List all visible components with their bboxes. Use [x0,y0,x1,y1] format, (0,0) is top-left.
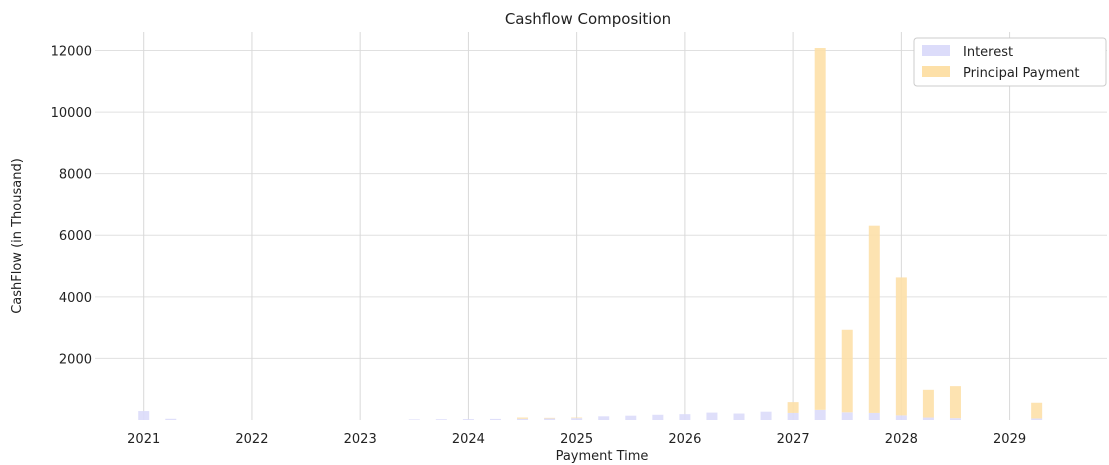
x-axis-ticks: 2021 2022 2023 2024 2025 2026 2027 2028 2029 [127,432,1026,447]
interest-bar [489,418,501,420]
principal-payment-bar [1031,402,1043,419]
x-tick-label: 2024 [452,432,485,447]
principal-payment-bar [787,402,799,413]
principal-payment-bar [868,225,880,413]
legend-label-principal-payment: Principal Payment [963,66,1079,81]
legend-swatch-interest [922,45,950,56]
interest-bar [408,419,420,420]
x-tick-label: 2021 [127,432,160,447]
principal-payment-bar [922,389,934,418]
y-axis-label: CashFlow (in Thousand) [10,158,25,314]
y-tick-label: 12000 [51,44,92,59]
legend: Interest Principal Payment [913,37,1107,87]
interest-bar [841,412,853,420]
interest-bar [787,412,799,420]
interest-bar [165,418,177,420]
interest-bar [814,409,826,420]
interest-bar [733,413,745,420]
principal-payment-bar [571,417,583,419]
interest-bar [1031,418,1043,420]
y-tick-label: 6000 [59,229,92,244]
interest-bar [435,419,447,420]
principal-payment-bar [517,417,529,419]
interest-bar [949,418,961,420]
interest-bar [679,414,691,420]
x-tick-label: 2026 [668,432,701,447]
interest-bar [571,418,583,420]
principal-payment-bar [814,48,826,410]
principal-payment-bar [544,417,556,419]
y-tick-label: 8000 [59,168,92,183]
interest-bar [760,411,772,420]
interest-bar [544,418,556,420]
interest-bar [895,415,907,420]
x-tick-label: 2029 [993,432,1026,447]
interest-bar [922,417,934,420]
principal-payment-bar [949,386,961,419]
interest-bar [652,414,664,420]
y-tick-label: 4000 [59,291,92,306]
bars [138,48,1043,420]
interest-bar [598,416,610,420]
x-tick-label: 2028 [885,432,918,447]
x-tick-label: 2027 [777,432,810,447]
legend-label-interest: Interest [963,45,1013,60]
y-tick-label: 2000 [59,352,92,367]
principal-payment-bar [895,277,907,416]
x-tick-label: 2025 [560,432,593,447]
interest-bar [517,418,529,420]
principal-payment-bar [841,329,853,413]
legend-frame [913,37,1107,87]
x-tick-label: 2022 [235,432,268,447]
y-tick-label: 10000 [51,106,92,121]
interest-bar [138,411,150,420]
x-tick-label: 2023 [344,432,377,447]
interest-bar [462,419,474,420]
x-axis-label: Payment Time [556,449,649,464]
grid [95,32,1107,420]
interest-bar [868,412,880,420]
legend-swatch-principal-payment [922,66,950,77]
interest-bar [706,412,718,420]
y-axis-ticks: 2000 4000 6000 8000 10000 12000 [51,44,92,367]
interest-bar [625,415,637,420]
chart-title: Cashflow Composition [505,10,671,28]
